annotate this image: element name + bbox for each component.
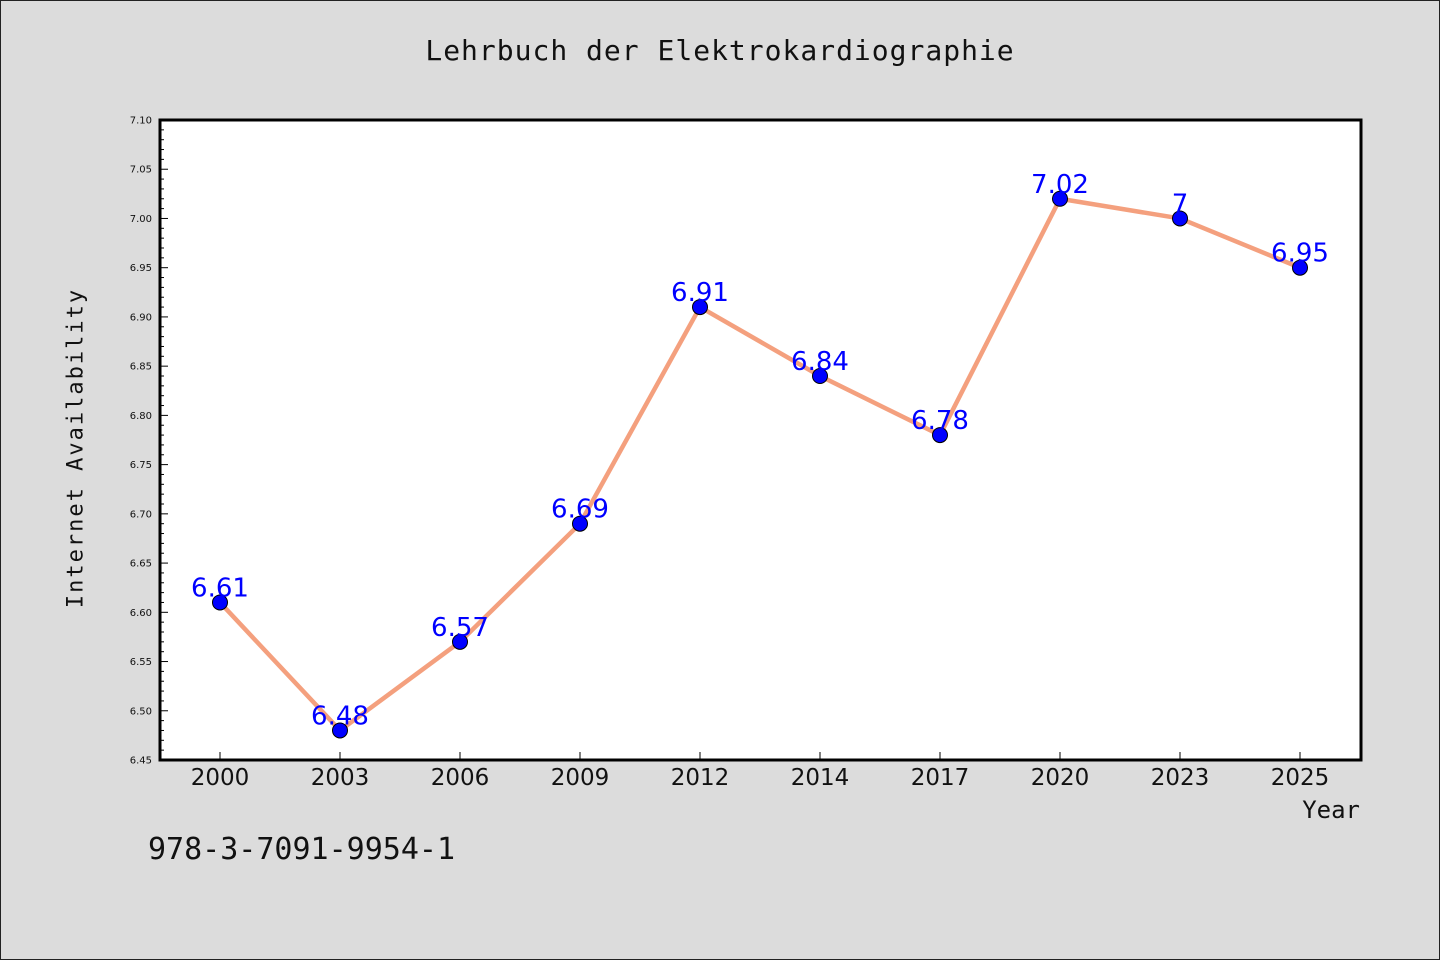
data-label: 6.57 [431, 613, 489, 643]
x-tick-label: 2012 [671, 765, 730, 791]
y-tick-label: 6.90 [130, 312, 152, 323]
data-point [452, 633, 468, 650]
data-point [1292, 259, 1308, 276]
data-label: 6.48 [311, 701, 369, 731]
y-tick-label: 6.65 [130, 559, 152, 570]
data-label: 6.78 [911, 406, 969, 436]
x-tick-label: 2000 [191, 765, 250, 791]
y-tick-label: 6.95 [130, 263, 152, 274]
x-tick-label: 2020 [1031, 765, 1090, 791]
y-tick-label: 6.45 [130, 756, 152, 767]
data-label: 7.02 [1031, 170, 1089, 200]
data-label: 6.84 [791, 347, 849, 377]
series-line [218, 196, 1301, 733]
plot-area [158, 118, 1363, 762]
data-point [1052, 190, 1068, 207]
data-label: 6.61 [191, 573, 249, 603]
x-axis: 2000 2003 2006 2009 2012 2014 2017 2020 2023 2025 [191, 752, 1330, 791]
x-axis-label: Year [1302, 796, 1360, 824]
data-point [932, 427, 948, 444]
series-layer: 6.61 6.48 6.57 6.69 6.91 6.84 6.78 7.02 7 6.95 [191, 170, 1329, 739]
x-tick-label: 2006 [431, 765, 490, 791]
y-axis-label: Internet Availability [63, 287, 89, 609]
data-point [332, 722, 348, 739]
y-tick-label: 7.00 [130, 214, 152, 225]
data-point [572, 515, 588, 532]
y-tick-label: 6.85 [130, 362, 152, 373]
x-tick-label: 2014 [791, 765, 850, 791]
chart-title: Lehrbuch der Elektrokardiographie [425, 34, 1015, 67]
isbn-code: 978-3-7091-9954-1 [148, 832, 456, 867]
y-tick-label: 6.60 [130, 608, 152, 619]
y-tick-label: 6.55 [130, 657, 152, 668]
x-tick-label: 2023 [1151, 765, 1210, 791]
data-label: 6.95 [1271, 239, 1329, 269]
data-point [1172, 210, 1188, 227]
data-label: 6.69 [551, 495, 609, 525]
y-tick-label: 6.50 [130, 706, 152, 717]
y-tick-label: 7.10 [130, 116, 152, 127]
x-tick-label: 2009 [551, 765, 610, 791]
data-label: 6.91 [671, 278, 729, 308]
y-tick-label: 7.05 [130, 165, 152, 176]
data-label: 7 [1172, 189, 1189, 219]
data-point [212, 594, 228, 611]
y-axis: 6.45 6.50 6.55 6.60 6.65 6.70 6.75 6.80 6.85 6.90… [130, 116, 168, 767]
y-tick-label: 6.75 [130, 460, 152, 471]
x-tick-label: 2003 [311, 765, 370, 791]
x-tick-label: 2025 [1271, 765, 1330, 791]
x-tick-label: 2017 [911, 765, 970, 791]
data-point [812, 368, 828, 384]
y-tick-label: 6.80 [130, 411, 152, 422]
data-point [692, 299, 708, 316]
y-tick-label: 6.70 [130, 509, 152, 520]
